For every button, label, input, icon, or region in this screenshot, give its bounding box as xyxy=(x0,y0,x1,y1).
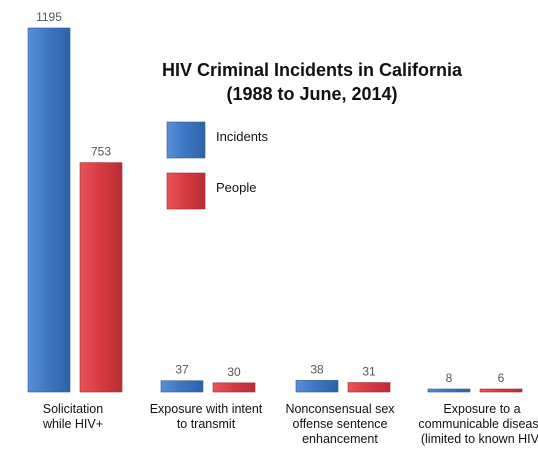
data-label-incidents-3: 8 xyxy=(446,371,453,385)
bar-people-2 xyxy=(347,382,391,393)
chart-title: HIV Criminal Incidents in California (198… xyxy=(162,60,463,104)
data-label-incidents-0: 1195 xyxy=(36,10,62,24)
category-label-1: Exposure with intent to transmit xyxy=(150,402,263,431)
data-label-people-2: 31 xyxy=(362,365,376,379)
data-label-incidents-2: 38 xyxy=(310,362,324,376)
data-label-people-3: 6 xyxy=(498,371,505,385)
bar-incidents-0 xyxy=(27,27,71,393)
data-label-incidents-1: 37 xyxy=(175,363,189,377)
bar-people-1 xyxy=(212,382,256,393)
bar-people-3 xyxy=(479,388,523,393)
category-label-3: Exposure to a communicable disease (limite… xyxy=(418,402,538,446)
legend-swatch-people xyxy=(166,172,206,210)
bar-incidents-2 xyxy=(295,380,339,393)
category-label-0: Solicitation while HIV+ xyxy=(42,402,103,431)
category-label-2: Nonconsensual sex offense sentence enhance… xyxy=(285,402,395,446)
legend-label-people: People xyxy=(216,180,256,195)
chart-title-line-1: (1988 to June, 2014) xyxy=(226,84,397,104)
bar-people-0 xyxy=(79,162,123,393)
legend-label-incidents: Incidents xyxy=(216,129,269,144)
data-label-people-0: 753 xyxy=(91,145,111,159)
data-labels-layer: 1195 753 37 30 38 31 8 6 xyxy=(36,10,505,385)
bars-layer xyxy=(27,27,523,393)
chart-title-line-0: HIV Criminal Incidents in California xyxy=(162,60,463,80)
bar-incidents-3 xyxy=(427,388,471,393)
legend: Incidents People xyxy=(166,121,269,210)
bar-incidents-1 xyxy=(160,380,204,393)
category-labels-layer: Solicitation while HIV+ Exposure with inte… xyxy=(42,402,538,446)
data-label-people-1: 30 xyxy=(227,365,241,379)
legend-swatch-incidents xyxy=(166,121,206,159)
